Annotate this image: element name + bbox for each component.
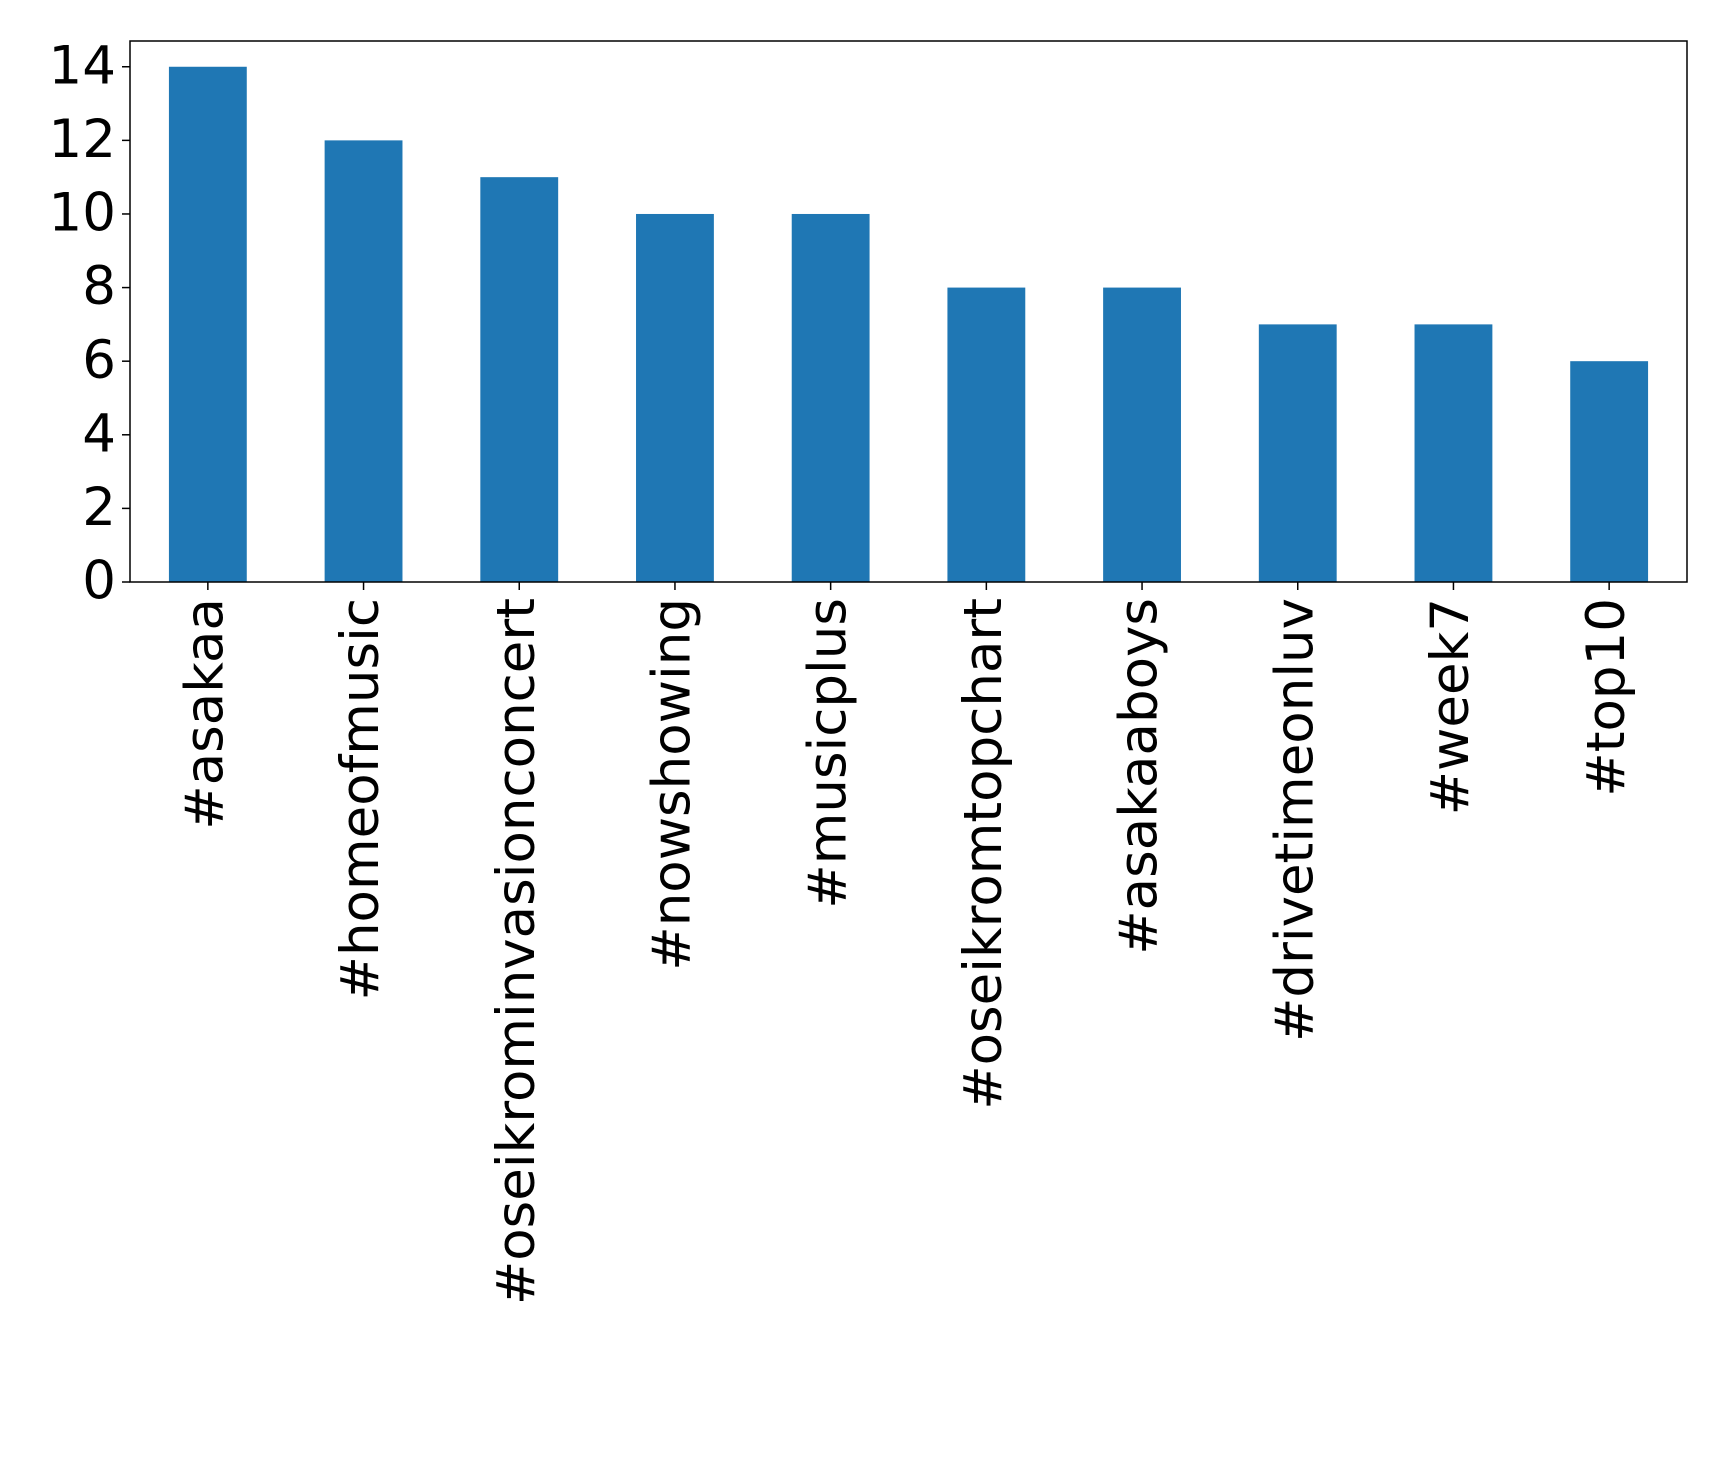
- bar: [1258, 324, 1337, 582]
- y-tick-label: 12: [49, 109, 116, 170]
- bar: [324, 140, 403, 582]
- y-tick-label: 8: [82, 256, 116, 317]
- x-tick-label: #top10: [1576, 598, 1637, 797]
- y-tick-label: 14: [49, 35, 116, 96]
- x-tick-label: #asakaa: [174, 598, 235, 830]
- y-tick-label: 0: [82, 551, 116, 612]
- x-tick-label: #asakaaboys: [1109, 598, 1170, 955]
- bar: [1570, 361, 1649, 582]
- y-tick-label: 2: [82, 477, 116, 538]
- bar: [947, 287, 1026, 582]
- y-tick-label: 10: [49, 183, 116, 244]
- y-tick-label: 6: [82, 330, 116, 391]
- y-tick-label: 4: [82, 403, 116, 464]
- x-tick-label: #week7: [1420, 598, 1481, 815]
- bar: [1103, 287, 1181, 582]
- bar: [480, 177, 559, 582]
- x-tick-label: #oseikrominvasionconcert: [486, 598, 547, 1305]
- x-tick-label: #nowshowing: [642, 598, 703, 971]
- x-tick-label: #oseikromtopchart: [953, 598, 1014, 1110]
- plot-frame: [129, 40, 1688, 583]
- x-tick-label: #homeofmusic: [330, 598, 391, 1000]
- x-tick-label: #musicplus: [797, 598, 858, 909]
- bar: [636, 213, 714, 583]
- x-tick-label: #drivetimeonluv: [1264, 598, 1325, 1042]
- bar: [168, 66, 247, 582]
- bar: [1414, 324, 1493, 582]
- bar: [791, 213, 870, 583]
